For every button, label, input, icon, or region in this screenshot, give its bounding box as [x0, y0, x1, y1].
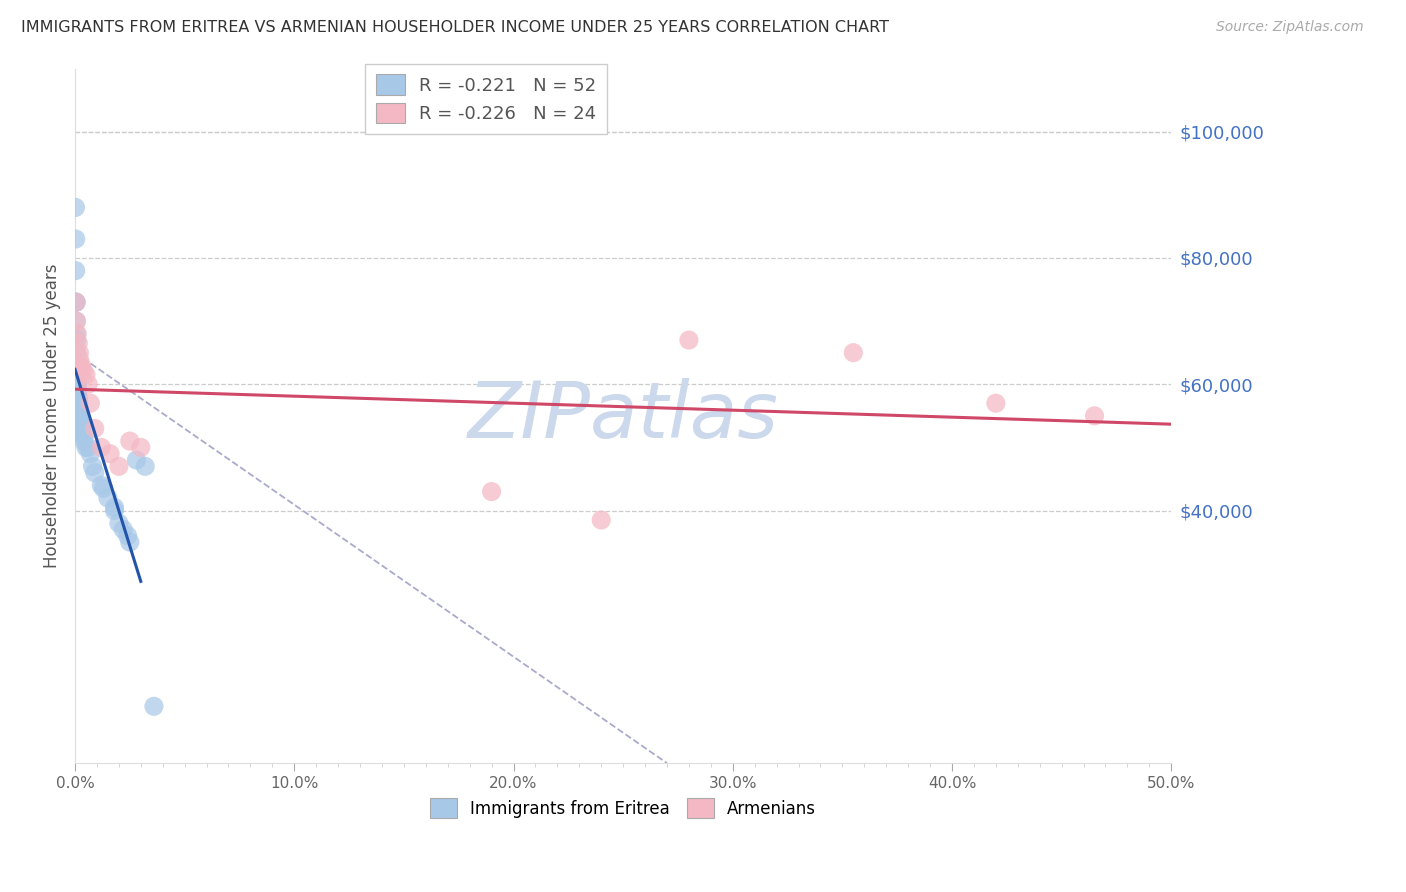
Point [66, 359, 89, 373]
Point [108, 516, 131, 531]
Point [66, 368, 89, 382]
Point [65, 295, 87, 310]
Point [65, 333, 87, 347]
Point [70, 359, 93, 373]
Point [65, 201, 87, 215]
Point [83, 466, 105, 480]
Point [118, 535, 141, 549]
Point [66, 365, 89, 379]
Point [69, 415, 91, 429]
Point [70, 425, 93, 439]
Point [67, 336, 90, 351]
Point [67, 396, 90, 410]
Point [66, 386, 89, 401]
Point [66, 377, 89, 392]
Point [112, 523, 135, 537]
Text: ZIPatlas: ZIPatlas [468, 378, 779, 454]
Point [117, 529, 139, 543]
Point [75, 368, 97, 382]
Point [66, 371, 89, 385]
Point [83, 421, 105, 435]
Point [65, 232, 87, 246]
Point [66, 365, 89, 379]
Text: IMMIGRANTS FROM ERITREA VS ARMENIAN HOUSEHOLDER INCOME UNDER 25 YEARS CORRELATIO: IMMIGRANTS FROM ERITREA VS ARMENIAN HOUS… [21, 20, 889, 35]
Point [67, 390, 90, 404]
Point [79, 396, 101, 410]
Point [67, 406, 90, 420]
Point [65, 295, 87, 310]
Point [481, 484, 503, 499]
Point [66, 374, 89, 388]
Point [93, 482, 115, 496]
Point [77, 377, 100, 392]
Point [66, 326, 89, 341]
Point [65, 295, 87, 310]
Legend: Immigrants from Eritrea, Armenians: Immigrants from Eritrea, Armenians [423, 792, 823, 824]
Point [73, 365, 96, 379]
Point [82, 459, 104, 474]
Point [66, 384, 89, 398]
Point [65, 314, 87, 328]
Point [66, 380, 89, 394]
Point [591, 513, 613, 527]
Point [67, 351, 90, 366]
Point [72, 427, 94, 442]
Point [77, 441, 100, 455]
Point [69, 409, 91, 423]
Point [1083, 409, 1105, 423]
Point [73, 434, 96, 448]
Point [108, 459, 131, 474]
Point [75, 441, 97, 455]
Point [65, 345, 87, 359]
Text: Source: ZipAtlas.com: Source: ZipAtlas.com [1216, 20, 1364, 34]
Point [103, 500, 125, 515]
Point [842, 345, 865, 359]
Point [90, 441, 112, 455]
Point [70, 421, 93, 435]
Point [67, 392, 90, 407]
Point [65, 326, 87, 341]
Point [70, 361, 93, 376]
Point [90, 478, 112, 492]
Point [67, 396, 90, 410]
Point [134, 459, 156, 474]
Point [69, 412, 91, 426]
Point [67, 345, 90, 359]
Point [73, 431, 96, 445]
Point [67, 402, 90, 417]
Point [79, 447, 101, 461]
Point [67, 400, 90, 414]
Point [125, 453, 148, 467]
Point [65, 314, 87, 328]
Point [984, 396, 1007, 410]
Point [103, 503, 125, 517]
Point [678, 333, 700, 347]
Point [98, 447, 121, 461]
Point [70, 418, 93, 433]
Point [118, 434, 141, 448]
Point [142, 699, 165, 714]
Point [129, 441, 152, 455]
Point [65, 263, 87, 277]
Y-axis label: Householder Income Under 25 years: Householder Income Under 25 years [44, 263, 60, 568]
Point [97, 491, 120, 505]
